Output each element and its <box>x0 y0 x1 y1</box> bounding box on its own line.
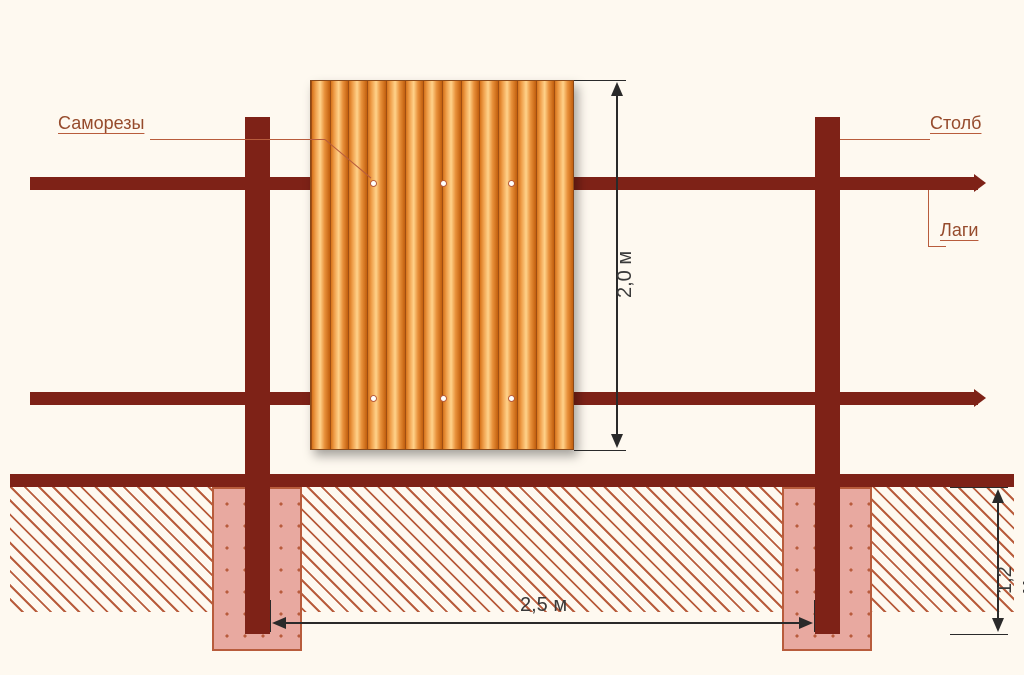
leader-screws <box>150 139 325 140</box>
arrow-spacing-right <box>799 617 813 629</box>
ext-panel-bottom <box>574 450 626 451</box>
ext-depth-top <box>950 487 1008 488</box>
dim-depth <box>997 501 999 620</box>
ground-line <box>10 474 1014 487</box>
leader-joists-h <box>928 246 946 247</box>
screw-dot <box>370 395 377 402</box>
ext-spacing-right <box>814 600 815 632</box>
post-right <box>815 117 840 634</box>
label-post: Столб <box>930 113 981 134</box>
dim-post-spacing-text: 2,5 м <box>520 594 567 617</box>
leader-joists-v <box>928 190 929 246</box>
dim-depth-text: 1,2 м <box>994 564 1024 594</box>
screw-dot <box>508 180 515 187</box>
dim-post-spacing <box>284 622 800 624</box>
arrow-spacing-left <box>272 617 286 629</box>
leader-post <box>840 139 930 140</box>
screw-dot <box>508 395 515 402</box>
screw-dot <box>370 180 377 187</box>
arrow-panel-down <box>611 434 623 448</box>
arrow-depth-up <box>992 489 1004 503</box>
arrow-panel-up <box>611 82 623 96</box>
screw-dot <box>440 180 447 187</box>
ext-depth-bottom <box>950 634 1008 635</box>
label-screws: Саморезы <box>58 113 144 134</box>
ext-spacing-left <box>270 600 271 632</box>
screw-dot <box>440 395 447 402</box>
post-left <box>245 117 270 634</box>
ext-panel-top <box>574 80 626 81</box>
label-joists: Лаги <box>940 220 978 241</box>
arrow-depth-down <box>992 618 1004 632</box>
dim-panel-height-text: 2,0 м <box>614 251 637 298</box>
